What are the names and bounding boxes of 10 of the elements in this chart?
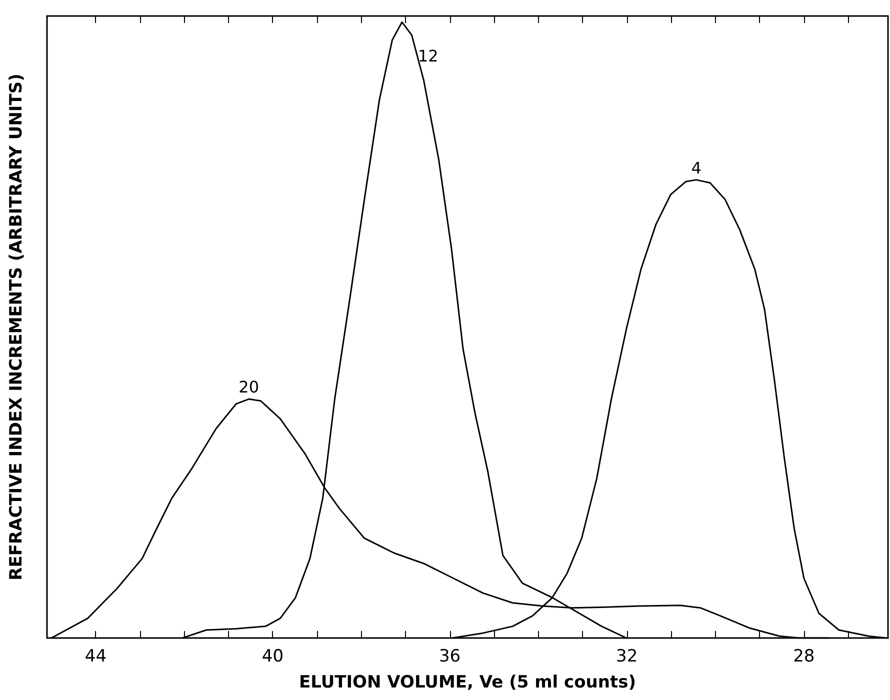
x-tick-label: 44	[84, 646, 107, 666]
x-tick-label: 32	[616, 646, 638, 666]
x-axis-title: ELUTION VOLUME, Ve (5 ml counts)	[298, 672, 636, 692]
x-tick-label: 40	[262, 646, 284, 666]
series-label: 4	[691, 158, 702, 178]
x-tick-label: 36	[438, 646, 461, 666]
series-label: 20	[238, 378, 260, 397]
y-axis-title: REFRACTIVE INDEX INCREMENTS (ARBITRARY UNITS)	[6, 74, 26, 580]
x-tick-label: 28	[793, 646, 815, 666]
series-label: 12	[418, 46, 438, 66]
